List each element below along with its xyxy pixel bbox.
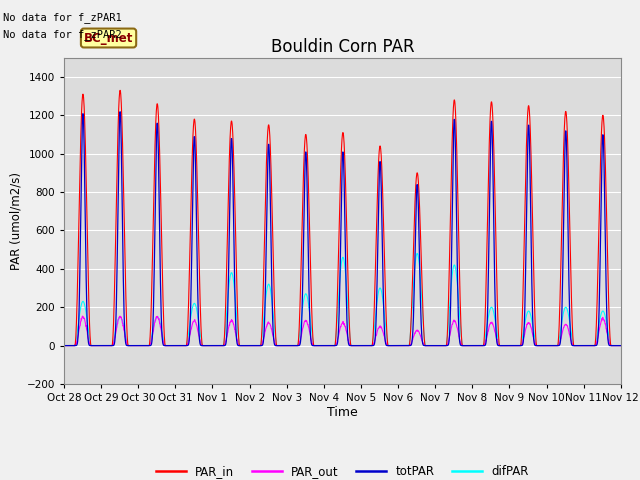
- Legend: PAR_in, PAR_out, totPAR, difPAR: PAR_in, PAR_out, totPAR, difPAR: [152, 460, 533, 480]
- PAR_out: [371, 338, 379, 344]
- PAR_out: [60, 343, 68, 348]
- PAR_in: [116, 87, 124, 93]
- Line: totPAR: totPAR: [64, 112, 621, 346]
- totPAR: [617, 343, 625, 348]
- PAR_out: [504, 343, 512, 348]
- PAR_in: [584, 343, 591, 348]
- PAR_out: [359, 343, 367, 348]
- difPAR: [584, 343, 591, 348]
- totPAR: [60, 343, 68, 348]
- Y-axis label: PAR (umol/m2/s): PAR (umol/m2/s): [10, 172, 22, 270]
- totPAR: [371, 339, 379, 345]
- totPAR: [359, 343, 367, 348]
- PAR_in: [359, 343, 367, 348]
- totPAR: [116, 109, 124, 115]
- PAR_in: [504, 343, 512, 348]
- PAR_in: [568, 308, 575, 313]
- X-axis label: Time: Time: [327, 406, 358, 419]
- PAR_in: [216, 343, 223, 348]
- Text: No data for f_zPAR1: No data for f_zPAR1: [3, 12, 122, 23]
- Line: PAR_out: PAR_out: [64, 316, 621, 346]
- difPAR: [371, 324, 378, 330]
- PAR_out: [216, 343, 223, 348]
- PAR_out: [568, 339, 575, 345]
- PAR_out: [79, 313, 86, 319]
- Text: BC_met: BC_met: [84, 32, 133, 45]
- difPAR: [358, 343, 366, 348]
- Line: difPAR: difPAR: [64, 253, 621, 346]
- totPAR: [584, 343, 591, 348]
- PAR_in: [60, 343, 68, 348]
- totPAR: [504, 343, 512, 348]
- difPAR: [504, 343, 512, 348]
- Title: Bouldin Corn PAR: Bouldin Corn PAR: [271, 38, 414, 56]
- totPAR: [568, 342, 575, 348]
- difPAR: [568, 334, 575, 339]
- difPAR: [216, 343, 223, 348]
- difPAR: [617, 343, 625, 348]
- Line: PAR_in: PAR_in: [64, 90, 621, 346]
- Text: No data for f_zPAR2: No data for f_zPAR2: [3, 29, 122, 40]
- PAR_in: [371, 289, 379, 295]
- difPAR: [413, 251, 421, 256]
- PAR_out: [584, 343, 591, 348]
- totPAR: [216, 343, 223, 348]
- PAR_out: [617, 343, 625, 348]
- difPAR: [60, 343, 68, 348]
- PAR_in: [617, 343, 625, 348]
